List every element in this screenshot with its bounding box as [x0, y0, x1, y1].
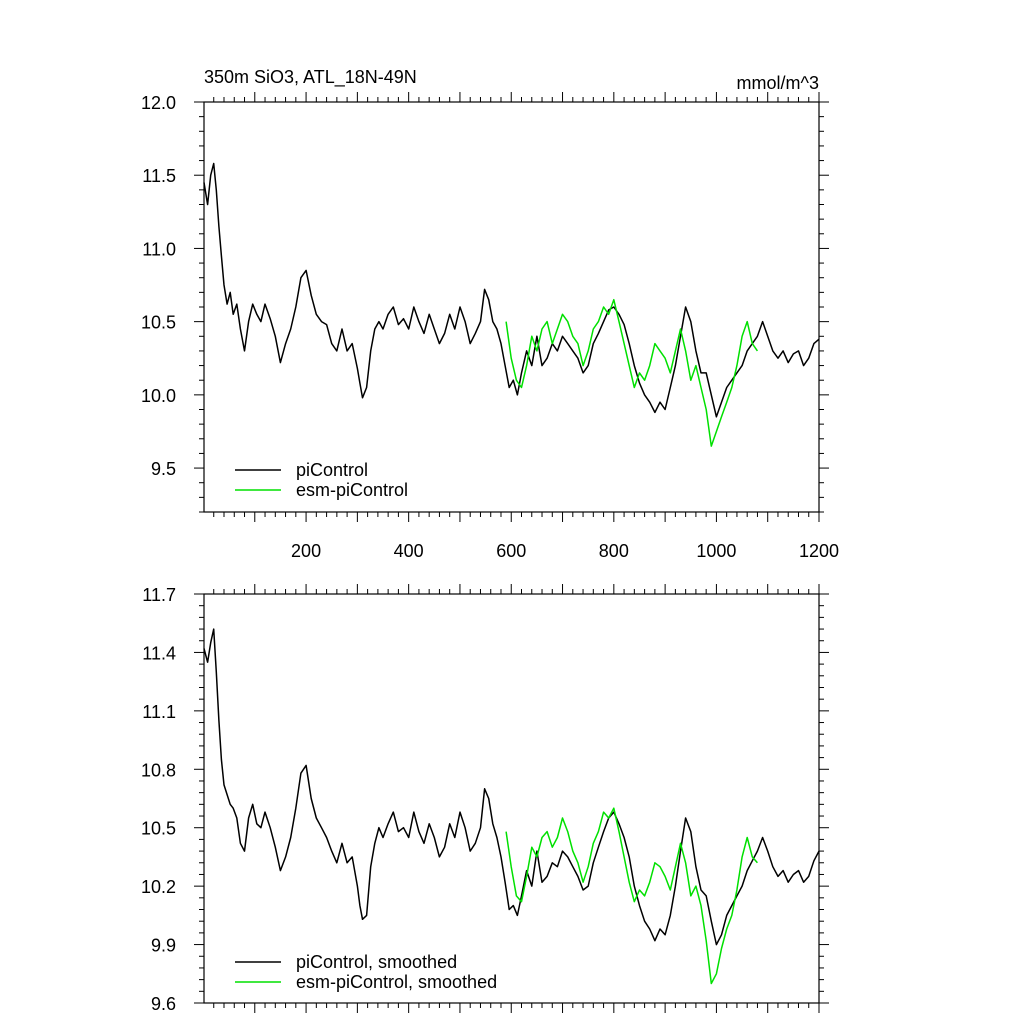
- top-y-tick-label: 12.0: [141, 93, 176, 113]
- top-y-tick-label: 11.0: [142, 239, 176, 259]
- bottom-panel: 9.6 9.9 10.2 10.5 10.8 11.1 11.4 11.7 piControl…: [141, 584, 829, 1014]
- top-y-tick-label: 10.5: [141, 313, 176, 333]
- top-x-tick-label: 1200: [799, 541, 839, 561]
- bottom-plot-lines: [203, 628, 820, 985]
- top-x-tick-label: 600: [496, 541, 526, 561]
- bottom-y-tick-label: 11.1: [142, 702, 176, 722]
- top-y-tick-label: 10.0: [141, 386, 176, 406]
- top-y-tick-label: 11.5: [142, 166, 176, 186]
- legend-label-esm-picontrol-smoothed: esm-piControl, smoothed: [296, 972, 497, 992]
- top-x-tick-label: 800: [599, 541, 629, 561]
- top-y-tick-label: 9.5: [151, 459, 176, 479]
- bottom-y-tick-label: 11.7: [142, 585, 176, 605]
- top-x-tick-labels: 200 400 600 800 1000 1200: [291, 541, 839, 561]
- legend-label-esm-picontrol: esm-piControl: [296, 480, 408, 500]
- legend-label-picontrol: piControl: [296, 460, 368, 480]
- top-x-tick-label: 400: [394, 541, 424, 561]
- top-series-line-0: [203, 162, 820, 418]
- bottom-y-tick-label: 10.2: [141, 877, 176, 897]
- top-plot-lines: [203, 162, 820, 447]
- top-x-tick-label: 200: [291, 541, 321, 561]
- bottom-y-tick-labels: 9.6 9.9 10.2 10.5 10.8 11.1 11.4 11.7: [141, 585, 176, 1014]
- bottom-series-line-1: [505, 807, 758, 985]
- bottom-y-tick-label: 9.9: [151, 936, 176, 956]
- units-label: mmol/m^3: [737, 73, 819, 93]
- chart-title: 350m SiO3, ATL_18N-49N: [204, 67, 417, 88]
- bottom-series-line-0: [203, 628, 820, 946]
- top-series-line-1: [505, 298, 759, 447]
- top-axis-ticks: [194, 92, 829, 522]
- bottom-axis-ticks: [194, 584, 829, 1013]
- top-panel: 200 400 600 800 1000 1200 9.5 10.0 10.5 11.0 11.5…: [141, 67, 839, 561]
- top-legend: piControl esm-piControl: [235, 460, 408, 500]
- legend-label-picontrol-smoothed: piControl, smoothed: [296, 952, 457, 972]
- bottom-y-tick-label: 9.6: [151, 994, 176, 1014]
- top-y-tick-labels: 9.5 10.0 10.5 11.0 11.5 12.0: [141, 93, 176, 479]
- bottom-y-tick-label: 10.5: [141, 819, 176, 839]
- top-x-tick-label: 1000: [696, 541, 736, 561]
- bottom-y-tick-label: 10.8: [141, 760, 176, 780]
- bottom-y-tick-label: 11.4: [142, 643, 176, 663]
- bottom-legend: piControl, smoothed esm-piControl, smoot…: [235, 952, 497, 992]
